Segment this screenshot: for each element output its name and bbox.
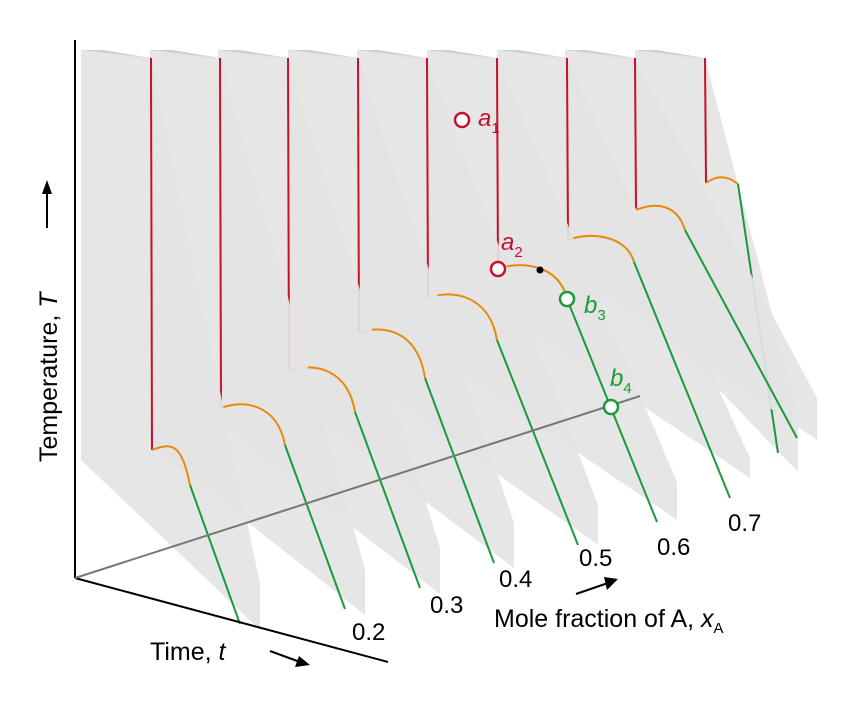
solid-cooling-segment — [354, 411, 421, 589]
time-arrow-icon — [269, 650, 310, 667]
liquid-cooling-segment — [219, 57, 222, 409]
tick-label-0.4: 0.4 — [499, 566, 532, 593]
panel-background — [565, 50, 817, 440]
freezing-segment — [635, 204, 686, 231]
freezing-segment — [705, 176, 739, 185]
time-axis-label: Time, t — [150, 638, 227, 666]
tick-label-0.2: 0.2 — [352, 619, 385, 646]
temperature-arrow-icon — [42, 180, 52, 228]
solid-cooling-segment — [189, 484, 241, 625]
composition-axis-label: Mole fraction of A, xA — [494, 605, 724, 637]
point-b4-marker — [602, 398, 620, 416]
solid-cooling-segment — [684, 229, 798, 439]
freezing-segment — [151, 445, 191, 486]
point-a2-marker — [489, 260, 507, 278]
tick-label-0.3: 0.3 — [430, 592, 463, 619]
liquid-cooling-segment — [566, 57, 569, 241]
svg-text:Temperature, T: Temperature, T — [35, 291, 63, 462]
point-a1-label: a1 — [478, 105, 500, 137]
liquid-cooling-segment — [634, 57, 637, 211]
solid-cooling-segment — [633, 261, 731, 499]
cooling-curve-panels — [81, 50, 817, 630]
liquid-cooling-segment — [150, 57, 153, 451]
freezing-segment — [220, 403, 286, 446]
liquid-cooling-segment — [704, 57, 707, 184]
point-b4-label: b4 — [610, 365, 632, 397]
tick-label-0.7: 0.7 — [728, 510, 761, 537]
composition-axis — [74, 395, 641, 579]
panel-background — [81, 50, 260, 630]
point-a2: a2 — [489, 229, 523, 278]
liquid-cooling-segment — [496, 57, 499, 270]
point-b3: b3 — [558, 290, 606, 324]
tick-label-0.6: 0.6 — [657, 534, 690, 561]
time-axis — [74, 577, 389, 663]
cooling-curve-panel — [565, 50, 817, 440]
point-b4: b4 — [602, 365, 632, 416]
point-a2-label: a2 — [501, 229, 523, 261]
cooling-curve-panel — [497, 50, 750, 499]
tick-label-0.5: 0.5 — [579, 545, 612, 572]
solid-cooling-segment — [424, 377, 495, 564]
solid-cooling-segment — [284, 444, 346, 610]
composition-tick-labels: 0.2 0.3 0.4 0.5 0.6 0.7 — [352, 510, 761, 646]
panel-background — [357, 50, 598, 545]
eutectic-dot — [536, 266, 544, 274]
panel-background — [497, 50, 750, 478]
freezing-segment — [567, 234, 635, 263]
point-b3-label: b3 — [584, 292, 606, 324]
point-a1-marker — [453, 111, 471, 129]
temperature-axis-label: Temperature, T — [35, 291, 63, 462]
point-b3-marker — [558, 290, 576, 308]
cooling-curve-panel — [81, 50, 260, 630]
point-a1: a1 — [453, 105, 500, 137]
composition-arrow-icon — [575, 577, 618, 595]
liquid-cooling-segment — [426, 57, 429, 299]
solid-cooling-segment — [496, 339, 579, 546]
